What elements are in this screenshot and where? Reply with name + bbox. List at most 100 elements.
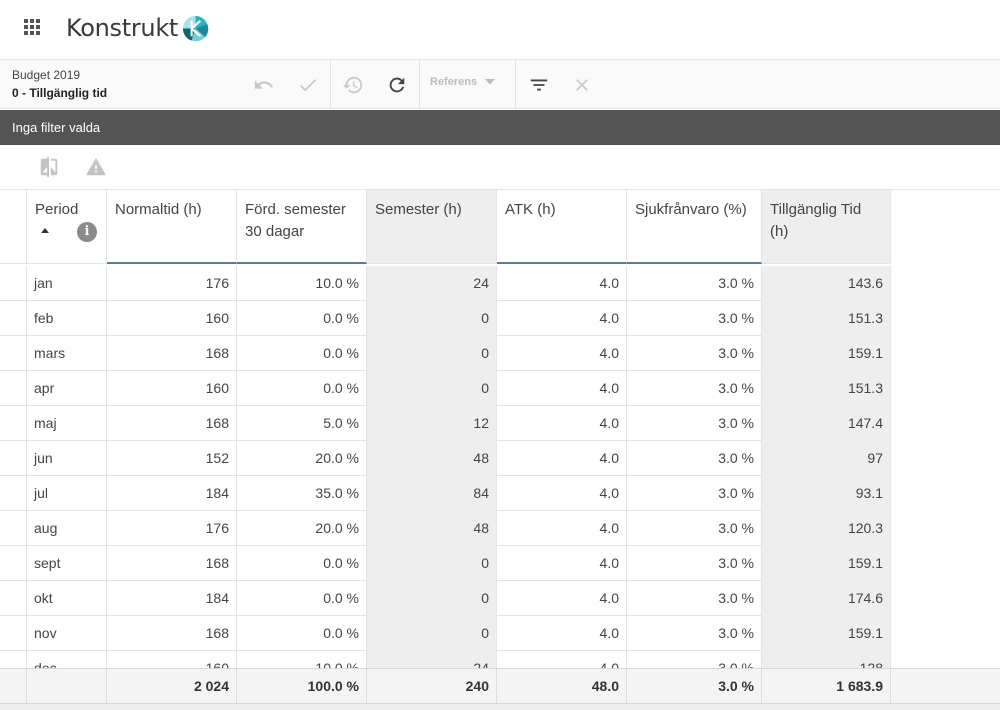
table-row[interactable]: apr 160 0.0 % 0 4.0 3.0 % 151.3: [0, 371, 891, 406]
cell-atk[interactable]: 4.0: [497, 476, 627, 511]
column-header-period[interactable]: Period i: [27, 190, 107, 264]
cell-sjuk[interactable]: 3.0 %: [627, 266, 762, 301]
column-header-semester[interactable]: Semester (h): [367, 190, 497, 264]
cell-ford[interactable]: 0.0 %: [237, 581, 367, 616]
column-header-atk[interactable]: ATK (h): [497, 190, 627, 264]
table-row[interactable]: mars 168 0.0 % 0 4.0 3.0 % 159.1: [0, 336, 891, 371]
cell-sjuk[interactable]: 3.0 %: [627, 511, 762, 546]
warning-button[interactable]: [83, 155, 109, 179]
cell-tillg[interactable]: 151.3: [762, 371, 891, 406]
cell-normaltid[interactable]: 168: [107, 546, 237, 581]
cell-atk[interactable]: 4.0: [497, 546, 627, 581]
column-header-tillganglig-tid[interactable]: Tillgänglig Tid (h): [762, 190, 891, 264]
cell-sjuk[interactable]: 3.0 %: [627, 651, 762, 668]
info-icon[interactable]: i: [77, 222, 97, 242]
cell-ford[interactable]: 35.0 %: [237, 476, 367, 511]
cell-ford[interactable]: 10.0 %: [237, 266, 367, 301]
cell-sjuk[interactable]: 3.0 %: [627, 441, 762, 476]
cell-semester[interactable]: 48: [367, 441, 497, 476]
cell-normaltid[interactable]: 168: [107, 616, 237, 651]
cell-tillg[interactable]: 159.1: [762, 336, 891, 371]
cell-ford[interactable]: 0.0 %: [237, 371, 367, 406]
cell-tillg[interactable]: 174.6: [762, 581, 891, 616]
cell-atk[interactable]: 4.0: [497, 406, 627, 441]
cell-tillg[interactable]: 97: [762, 441, 891, 476]
confirm-button[interactable]: [293, 70, 323, 100]
cell-atk[interactable]: 4.0: [497, 301, 627, 336]
cell-normaltid[interactable]: 160: [107, 371, 237, 406]
refresh-button[interactable]: [382, 70, 412, 100]
table-row[interactable]: feb 160 0.0 % 0 4.0 3.0 % 151.3: [0, 301, 891, 336]
apps-grid-icon[interactable]: [24, 19, 40, 35]
cell-tillg[interactable]: 159.1: [762, 616, 891, 651]
column-header-normaltid[interactable]: Normaltid (h): [107, 190, 237, 264]
cell-ford[interactable]: 20.0 %: [237, 511, 367, 546]
cell-ford[interactable]: 10.0 %: [237, 651, 367, 668]
cell-sjuk[interactable]: 3.0 %: [627, 371, 762, 406]
cell-ford[interactable]: 0.0 %: [237, 616, 367, 651]
cell-sjuk[interactable]: 3.0 %: [627, 301, 762, 336]
clear-filter-button[interactable]: [567, 70, 597, 100]
table-row[interactable]: sept 168 0.0 % 0 4.0 3.0 % 159.1: [0, 546, 891, 581]
cell-sjuk[interactable]: 3.0 %: [627, 581, 762, 616]
table-row[interactable]: jun 152 20.0 % 48 4.0 3.0 % 97: [0, 441, 891, 476]
cell-semester[interactable]: 12: [367, 406, 497, 441]
cell-normaltid[interactable]: 160: [107, 651, 237, 668]
cell-normaltid[interactable]: 168: [107, 336, 237, 371]
cell-semester[interactable]: 0: [367, 301, 497, 336]
cell-semester[interactable]: 0: [367, 581, 497, 616]
table-row[interactable]: jul 184 35.0 % 84 4.0 3.0 % 93.1: [0, 476, 891, 511]
cell-tillg[interactable]: 159.1: [762, 546, 891, 581]
cell-atk[interactable]: 4.0: [497, 441, 627, 476]
cell-tillg[interactable]: 151.3: [762, 301, 891, 336]
cell-normaltid[interactable]: 184: [107, 581, 237, 616]
cell-ford[interactable]: 5.0 %: [237, 406, 367, 441]
cell-semester[interactable]: 24: [367, 266, 497, 301]
column-header-sjukfranvaro[interactable]: Sjukfrånvaro (%): [627, 190, 762, 264]
cell-tillg[interactable]: 128: [762, 651, 891, 668]
cell-tillg[interactable]: 143.6: [762, 266, 891, 301]
table-row[interactable]: nov 168 0.0 % 0 4.0 3.0 % 159.1: [0, 616, 891, 651]
cell-semester[interactable]: 0: [367, 371, 497, 406]
cell-tillg[interactable]: 93.1: [762, 476, 891, 511]
filter-button[interactable]: [524, 70, 554, 100]
table-row[interactable]: jan 176 10.0 % 24 4.0 3.0 % 143.6: [0, 266, 891, 301]
cell-atk[interactable]: 4.0: [497, 581, 627, 616]
cell-normaltid[interactable]: 168: [107, 406, 237, 441]
cell-sjuk[interactable]: 3.0 %: [627, 616, 762, 651]
cell-ford[interactable]: 0.0 %: [237, 301, 367, 336]
cell-normaltid[interactable]: 160: [107, 301, 237, 336]
cell-sjuk[interactable]: 3.0 %: [627, 406, 762, 441]
cell-normaltid[interactable]: 152: [107, 441, 237, 476]
cell-semester[interactable]: 0: [367, 546, 497, 581]
cell-sjuk[interactable]: 3.0 %: [627, 546, 762, 581]
cell-sjuk[interactable]: 3.0 %: [627, 336, 762, 371]
breadcrumb-parent[interactable]: Budget 2019: [12, 68, 81, 82]
cell-semester[interactable]: 48: [367, 511, 497, 546]
compare-columns-button[interactable]: [36, 155, 62, 179]
cell-atk[interactable]: 4.0: [497, 266, 627, 301]
cell-semester[interactable]: 24: [367, 651, 497, 668]
cell-atk[interactable]: 4.0: [497, 651, 627, 668]
cell-tillg[interactable]: 147.4: [762, 406, 891, 441]
app-logo[interactable]: Konstrukt: [66, 12, 209, 44]
sort-ascending-icon[interactable]: [41, 228, 49, 233]
history-button[interactable]: [338, 70, 368, 100]
referens-dropdown[interactable]: Referens: [430, 76, 496, 88]
cell-sjuk[interactable]: 3.0 %: [627, 476, 762, 511]
table-row[interactable]: dec 160 10.0 % 24 4.0 3.0 % 128: [0, 651, 891, 668]
cell-atk[interactable]: 4.0: [497, 371, 627, 406]
table-row[interactable]: okt 184 0.0 % 0 4.0 3.0 % 174.6: [0, 581, 891, 616]
cell-normaltid[interactable]: 184: [107, 476, 237, 511]
cell-ford[interactable]: 0.0 %: [237, 336, 367, 371]
column-header-ford-semester[interactable]: Förd. semester 30 dagar: [237, 190, 367, 264]
cell-normaltid[interactable]: 176: [107, 266, 237, 301]
cell-normaltid[interactable]: 176: [107, 511, 237, 546]
undo-button[interactable]: [249, 70, 279, 100]
cell-tillg[interactable]: 120.3: [762, 511, 891, 546]
cell-atk[interactable]: 4.0: [497, 336, 627, 371]
cell-ford[interactable]: 0.0 %: [237, 546, 367, 581]
horizontal-scrollbar[interactable]: [0, 704, 1000, 710]
cell-atk[interactable]: 4.0: [497, 616, 627, 651]
cell-semester[interactable]: 0: [367, 616, 497, 651]
